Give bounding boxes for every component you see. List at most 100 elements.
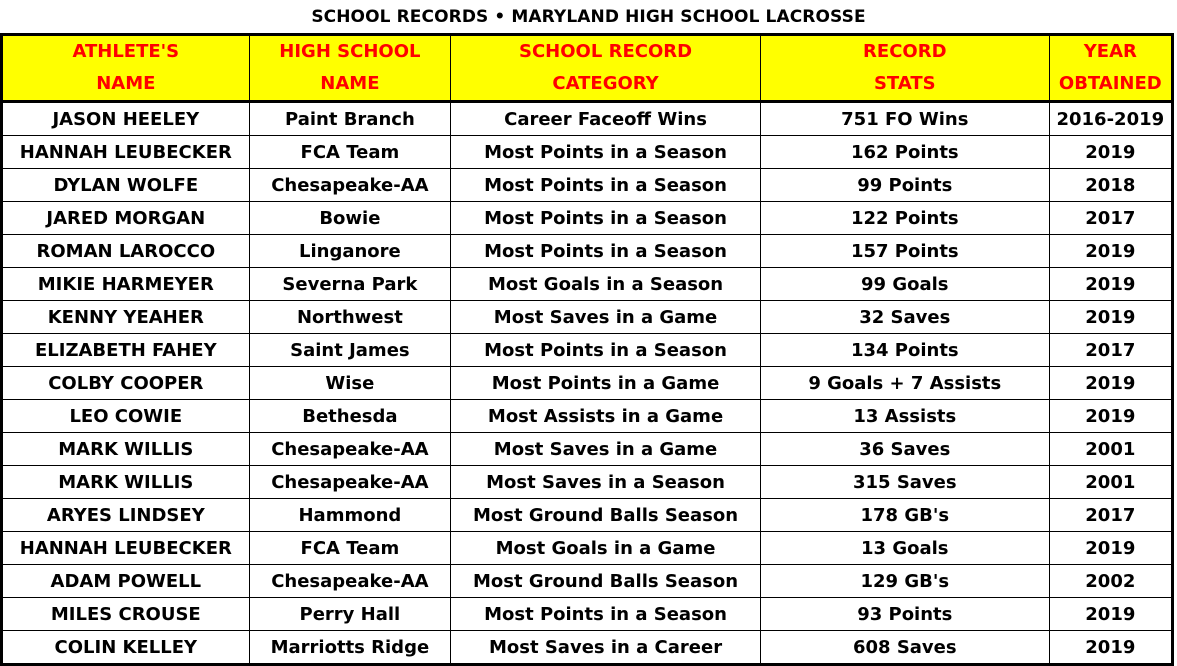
header-line: NAME: [96, 73, 156, 94]
cell-record-stats: 157 Points: [759, 234, 1050, 268]
cell-high-school: Bowie: [248, 201, 452, 235]
cell-athlete-name: MIKIE HARMEYER: [1, 267, 250, 301]
table-row: JARED MORGAN Bowie Most Points in a Seas…: [1, 201, 1174, 235]
cell-record-stats: 608 Saves: [759, 630, 1050, 665]
header-line: CATEGORY: [552, 73, 659, 94]
cell-high-school: Hammond: [248, 498, 452, 532]
header-line: SCHOOL RECORD: [519, 41, 693, 62]
cell-high-school: Northwest: [248, 300, 452, 334]
cell-year: 2019: [1048, 597, 1174, 631]
cell-athlete-name: ADAM POWELL: [1, 564, 250, 598]
page-title: SCHOOL RECORDS • MARYLAND HIGH SCHOOL LA…: [311, 7, 866, 27]
table-row: ARYES LINDSEY Hammond Most Ground Balls …: [1, 498, 1174, 532]
cell-athlete-name: HANNAH LEUBECKER: [1, 135, 250, 169]
table-row: KENNY YEAHER Northwest Most Saves in a G…: [1, 300, 1174, 334]
cell-record-category: Most Saves in a Game: [450, 300, 761, 334]
cell-year: 2017: [1048, 201, 1174, 235]
cell-year: 2019: [1048, 531, 1174, 565]
cell-record-stats: 315 Saves: [759, 465, 1050, 499]
header-year-obtained: YEAR OBTAINED: [1048, 34, 1174, 103]
cell-record-stats: 178 GB's: [759, 498, 1050, 532]
cell-record-stats: 129 GB's: [759, 564, 1050, 598]
cell-athlete-name: DYLAN WOLFE: [1, 168, 250, 202]
cell-year: 2017: [1048, 333, 1174, 367]
cell-year: 2019: [1048, 234, 1174, 268]
cell-year: 2001: [1048, 465, 1174, 499]
table-row: MARK WILLIS Chesapeake-AA Most Saves in …: [1, 465, 1174, 499]
cell-record-stats: 99 Goals: [759, 267, 1050, 301]
cell-year: 2019: [1048, 135, 1174, 169]
cell-athlete-name: HANNAH LEUBECKER: [1, 531, 250, 565]
cell-record-stats: 93 Points: [759, 597, 1050, 631]
table-row: COLIN KELLEY Marriotts Ridge Most Saves …: [1, 630, 1174, 665]
header-row: ATHLETE'S NAME HIGH SCHOOL NAME SCHOOL REC…: [1, 34, 1174, 103]
cell-athlete-name: COLIN KELLEY: [1, 630, 250, 665]
cell-high-school: Chesapeake-AA: [248, 564, 452, 598]
cell-record-category: Most Points in a Season: [450, 201, 761, 235]
table-row: COLBY COOPER Wise Most Points in a Game …: [1, 366, 1174, 400]
table-row: ROMAN LAROCCO Linganore Most Points in a…: [1, 234, 1174, 268]
cell-athlete-name: ELIZABETH FAHEY: [1, 333, 250, 367]
cell-athlete-name: COLBY COOPER: [1, 366, 250, 400]
cell-record-stats: 99 Points: [759, 168, 1050, 202]
cell-record-category: Most Points in a Season: [450, 333, 761, 367]
cell-athlete-name: JARED MORGAN: [1, 201, 250, 235]
cell-year: 2019: [1048, 630, 1174, 665]
cell-record-category: Most Saves in a Career: [450, 630, 761, 665]
cell-record-stats: 9 Goals + 7 Assists: [759, 366, 1050, 400]
cell-year: 2018: [1048, 168, 1174, 202]
cell-high-school: Bethesda: [248, 399, 452, 433]
cell-record-stats: 751 FO Wins: [759, 101, 1050, 136]
cell-high-school: Saint James: [248, 333, 452, 367]
cell-record-category: Most Ground Balls Season: [450, 498, 761, 532]
cell-high-school: Chesapeake-AA: [248, 465, 452, 499]
cell-year: 2019: [1048, 267, 1174, 301]
cell-record-category: Most Goals in a Season: [450, 267, 761, 301]
table-row: MIKIE HARMEYER Severna Park Most Goals i…: [1, 267, 1174, 301]
header-record-stats: RECORD STATS: [759, 34, 1050, 103]
cell-record-category: Most Saves in a Game: [450, 432, 761, 466]
cell-athlete-name: JASON HEELEY: [1, 101, 250, 136]
cell-athlete-name: LEO COWIE: [1, 399, 250, 433]
cell-record-category: Most Points in a Season: [450, 234, 761, 268]
cell-year: 2019: [1048, 300, 1174, 334]
cell-record-stats: 122 Points: [759, 201, 1050, 235]
table-row: LEO COWIE Bethesda Most Assists in a Gam…: [1, 399, 1174, 433]
cell-high-school: Linganore: [248, 234, 452, 268]
header-line: RECORD: [863, 41, 947, 62]
table-row: DYLAN WOLFE Chesapeake-AA Most Points in…: [1, 168, 1174, 202]
cell-athlete-name: MARK WILLIS: [1, 465, 250, 499]
cell-record-stats: 13 Goals: [759, 531, 1050, 565]
cell-record-category: Most Points in a Season: [450, 597, 761, 631]
cell-high-school: FCA Team: [248, 135, 452, 169]
cell-record-stats: 32 Saves: [759, 300, 1050, 334]
cell-athlete-name: ARYES LINDSEY: [1, 498, 250, 532]
table-row: HANNAH LEUBECKER FCA Team Most Points in…: [1, 135, 1174, 169]
cell-record-stats: 36 Saves: [759, 432, 1050, 466]
cell-record-category: Most Saves in a Season: [450, 465, 761, 499]
header-high-school-name: HIGH SCHOOL NAME: [248, 34, 452, 103]
cell-year: 2001: [1048, 432, 1174, 466]
cell-high-school: FCA Team: [248, 531, 452, 565]
table-row: JASON HEELEY Paint Branch Career Faceoff…: [1, 101, 1174, 136]
cell-high-school: Chesapeake-AA: [248, 432, 452, 466]
cell-record-category: Most Goals in a Game: [450, 531, 761, 565]
cell-year: 2002: [1048, 564, 1174, 598]
table-row: ADAM POWELL Chesapeake-AA Most Ground Ba…: [1, 564, 1174, 598]
cell-record-category: Most Assists in a Game: [450, 399, 761, 433]
header-line: HIGH SCHOOL: [279, 41, 421, 62]
cell-year: 2016-2019: [1048, 101, 1174, 136]
cell-high-school: Perry Hall: [248, 597, 452, 631]
table-row: ELIZABETH FAHEY Saint James Most Points …: [1, 333, 1174, 367]
cell-athlete-name: KENNY YEAHER: [1, 300, 250, 334]
cell-year: 2019: [1048, 399, 1174, 433]
header-line: OBTAINED: [1058, 73, 1162, 94]
cell-athlete-name: ROMAN LAROCCO: [1, 234, 250, 268]
table-row: HANNAH LEUBECKER FCA Team Most Goals in …: [1, 531, 1174, 565]
cell-athlete-name: MILES CROUSE: [1, 597, 250, 631]
header-athlete-name: ATHLETE'S NAME: [1, 34, 250, 103]
cell-high-school: Wise: [248, 366, 452, 400]
cell-high-school: Marriotts Ridge: [248, 630, 452, 665]
cell-year: 2019: [1048, 366, 1174, 400]
cell-athlete-name: MARK WILLIS: [1, 432, 250, 466]
